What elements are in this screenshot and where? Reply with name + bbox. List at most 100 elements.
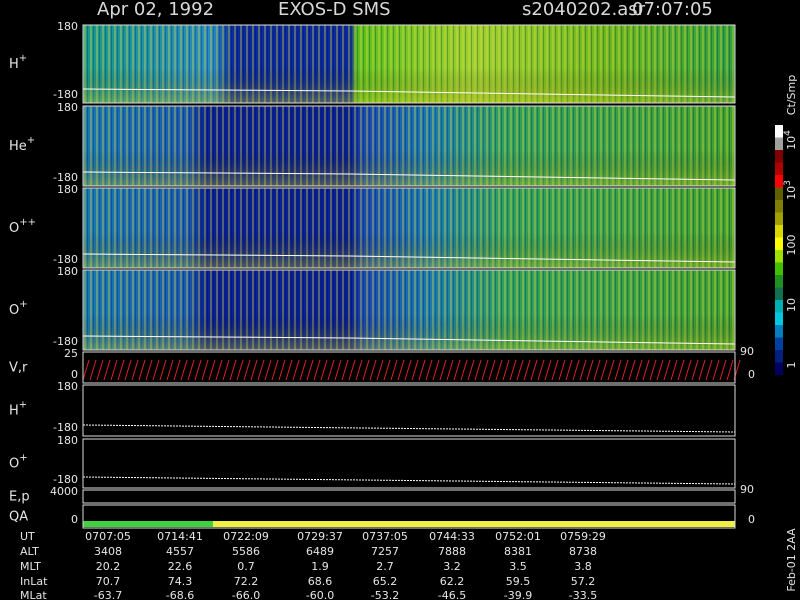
- colorbar-segment: [775, 300, 783, 313]
- cell: 8381: [504, 545, 532, 558]
- colorbar-segment: [775, 225, 783, 238]
- cell: -46.5: [438, 589, 466, 600]
- cell: 8738: [569, 545, 597, 558]
- cell: 7257: [371, 545, 399, 558]
- cell: 3.8: [574, 560, 592, 573]
- cell: 0714:41: [157, 530, 203, 543]
- colorbar-segment: [775, 287, 783, 300]
- colorbar-segment: [775, 337, 783, 350]
- colorbar-tick-base: 10: [785, 298, 798, 312]
- cell: 5586: [232, 545, 260, 558]
- panel-label-name: O: [9, 221, 19, 236]
- panel-label-sup: +: [27, 135, 35, 146]
- panel-label-sup: +: [19, 53, 27, 64]
- colorbar-segment: [775, 137, 783, 150]
- cell: -33.5: [569, 589, 597, 600]
- cell: 72.2: [234, 575, 259, 588]
- header-time: 07:07:05: [632, 0, 713, 20]
- colorbar-tick-label: 10: [785, 298, 798, 312]
- cell: 2.7: [376, 560, 394, 573]
- panel-frame: [82, 438, 736, 489]
- colorbar-segment: [775, 312, 783, 325]
- panel-label-name: E,p: [9, 489, 30, 504]
- spectrogram-shade: [83, 270, 735, 350]
- panel-frame: [82, 384, 736, 437]
- y-tick-label: -180: [53, 253, 78, 266]
- colorbar-tick-label: 103: [783, 180, 799, 200]
- cell: 1.9: [311, 560, 329, 573]
- trace: [82, 171, 736, 181]
- spectrogram-shade: [83, 188, 735, 268]
- colorbar-tick-base: 10: [785, 186, 798, 200]
- panel-label-sup: +: [19, 400, 27, 411]
- cell: 7888: [438, 545, 466, 558]
- footer: Feb-01 2AA: [785, 528, 798, 592]
- row-label: ALT: [20, 545, 39, 558]
- y-tick-label: -180: [53, 473, 78, 486]
- y-tick-label: -180: [53, 421, 78, 434]
- header-instrument: EXOS-D SMS: [278, 0, 391, 20]
- cell: 74.3: [168, 575, 193, 588]
- colorbar-tick-label: 100: [785, 235, 798, 256]
- cell: -53.2: [371, 589, 399, 600]
- colorbar-unit: Ct/Smp: [785, 75, 798, 115]
- cell: 59.5: [506, 575, 531, 588]
- row-label: MLT: [20, 560, 41, 573]
- y2-tick-label: 0: [748, 513, 755, 526]
- panel-label-name: O: [9, 456, 19, 471]
- panel-label-name: H: [9, 403, 19, 418]
- cell: -39.9: [504, 589, 532, 600]
- panel-label: H+: [9, 400, 27, 419]
- cell: 22.6: [168, 560, 193, 573]
- cell: 0752:01: [495, 530, 541, 543]
- panel-label: QA: [9, 509, 28, 524]
- spectrogram-shade: [83, 25, 735, 103]
- cell: 65.2: [373, 575, 398, 588]
- panel-frame: [82, 489, 736, 504]
- y-tick-label: -180: [53, 88, 78, 101]
- row-label: UT: [20, 530, 35, 543]
- panel-frame: [82, 24, 736, 104]
- colorbar-tick-base: 100: [785, 235, 798, 256]
- row-label: InLat: [20, 575, 48, 588]
- cell: 3.2: [443, 560, 461, 573]
- panel-label-name: He: [9, 139, 27, 154]
- colorbar-tick-exp: 3: [783, 180, 793, 186]
- panel-label-name: QA: [9, 509, 28, 524]
- colorbar-segment: [775, 150, 783, 163]
- cell: 0759:29: [560, 530, 606, 543]
- colorbar-segment: [775, 200, 783, 213]
- cell: 0729:37: [297, 530, 343, 543]
- header-date: Apr 02, 1992: [97, 0, 214, 20]
- cell: 0.7: [237, 560, 255, 573]
- panel-label: O+: [9, 299, 28, 318]
- cell: -63.7: [94, 589, 122, 600]
- cell: 0744:33: [429, 530, 475, 543]
- cell: -66.0: [232, 589, 260, 600]
- panel-label: O++: [9, 217, 36, 236]
- panel-label-name: O: [9, 303, 19, 318]
- panel-label-name: V,r: [9, 360, 28, 375]
- colorbar-segment: [775, 350, 783, 363]
- colorbar-segment: [775, 262, 783, 275]
- row-label: MLat: [20, 589, 47, 600]
- qa-bar: [213, 521, 735, 527]
- panel-frame: [82, 351, 736, 384]
- panel-frame: [82, 504, 736, 529]
- colorbar-segment: [775, 275, 783, 288]
- colorbar-tick-base: 1: [785, 362, 798, 369]
- y-tick-label: 180: [57, 380, 78, 393]
- trace: [82, 253, 736, 263]
- trace: [82, 476, 736, 485]
- colorbar-tick-exp: 4: [783, 130, 793, 136]
- spectrogram-shade: [83, 106, 735, 186]
- panel-label: He+: [9, 135, 35, 154]
- cell: 3.5: [509, 560, 527, 573]
- panel-label-sup: +: [19, 299, 27, 310]
- y-tick-label: 180: [57, 183, 78, 196]
- panel-frame: [82, 269, 736, 351]
- y-tick-label: 180: [57, 101, 78, 114]
- cell: 57.2: [571, 575, 596, 588]
